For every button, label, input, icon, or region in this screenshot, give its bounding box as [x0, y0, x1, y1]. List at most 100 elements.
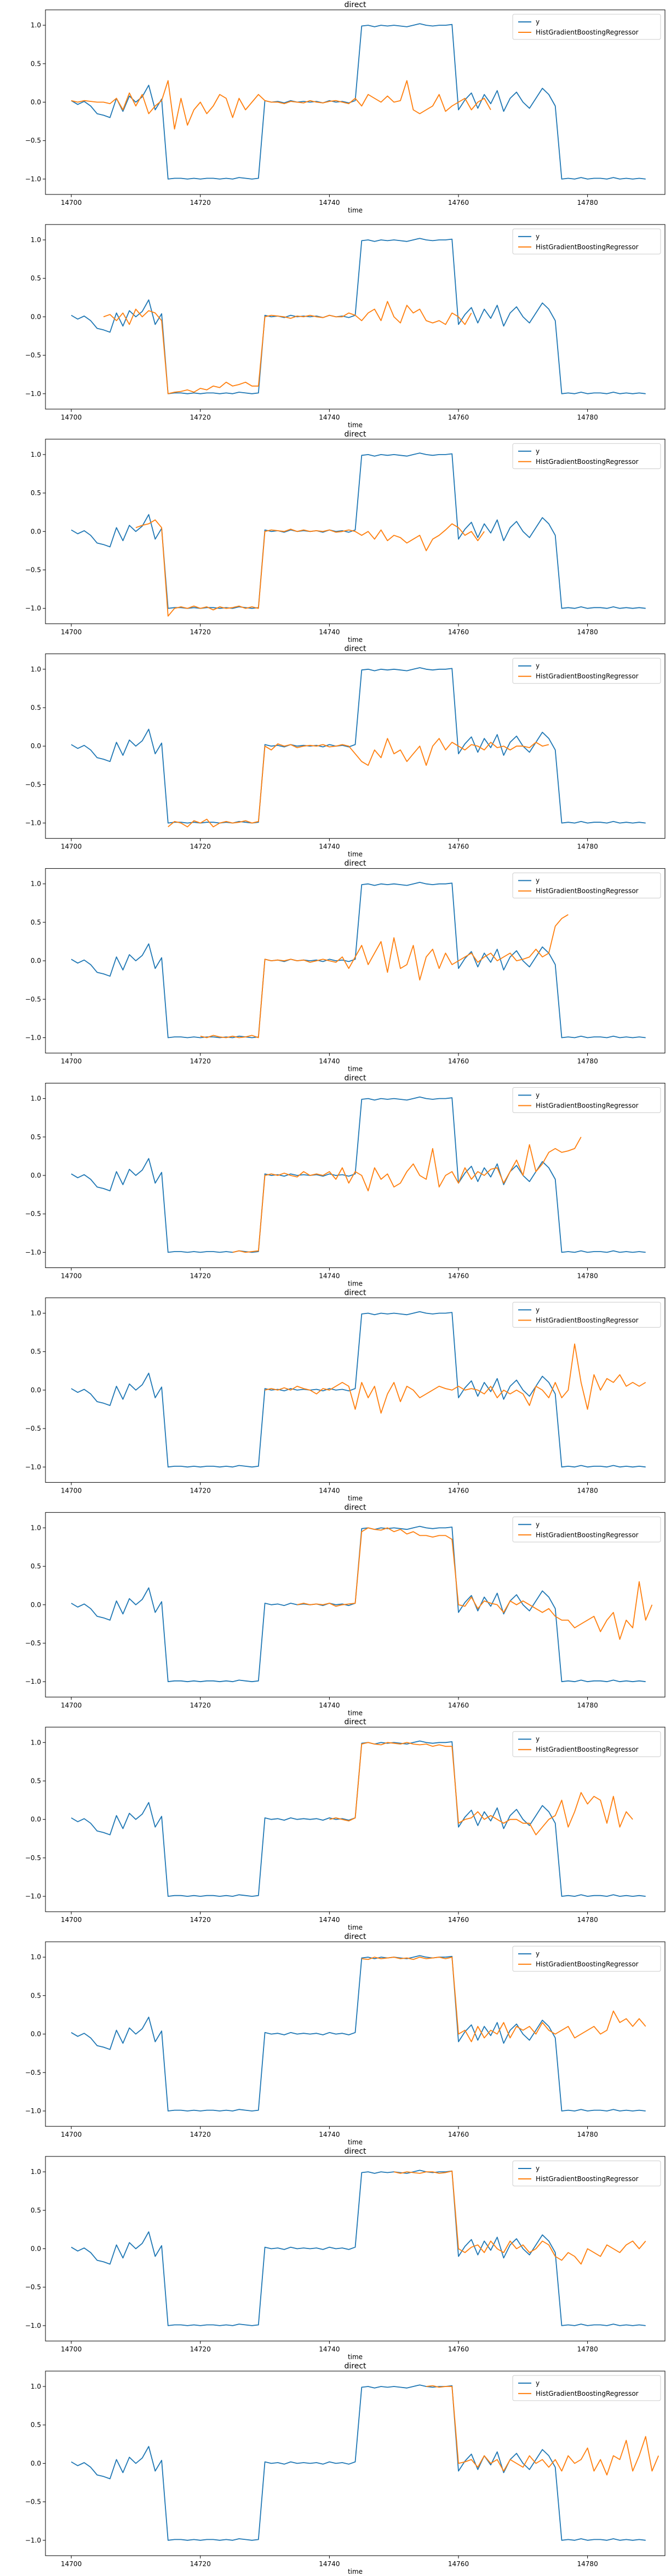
y-tick-label: 1.0 [31, 1524, 41, 1531]
x-tick-label: 14720 [190, 414, 211, 421]
x-tick-label: 14720 [190, 2560, 211, 2568]
y-tick-label: 0.0 [31, 527, 41, 535]
legend-label: y [536, 1521, 540, 1528]
legend-label: HistGradientBoostingRegressor [536, 1960, 639, 1968]
legend-label: y [536, 877, 540, 885]
plot-frame [45, 1512, 666, 1697]
y-tick-label: −1.0 [25, 175, 41, 183]
y-tick-label: 0.5 [31, 1133, 41, 1141]
x-tick-label: 14760 [448, 1058, 469, 1065]
series-line-histgradientboostingregressor [362, 1957, 646, 2043]
series-line-histgradientboostingregressor [200, 914, 569, 1039]
y-tick-label: 0.0 [31, 2459, 41, 2467]
x-tick-label: 14720 [190, 628, 211, 636]
y-tick-label: 0.0 [31, 957, 41, 965]
legend-label: y [536, 1092, 540, 1099]
plot-frame [45, 439, 666, 624]
x-axis-label: time [348, 1494, 363, 1502]
series-line-y [71, 1525, 646, 1683]
y-tick-label: −0.5 [25, 2498, 41, 2506]
y-tick-label: 1.0 [31, 1739, 41, 1746]
x-tick-label: 14700 [61, 628, 82, 636]
chart-panel-11: direct 1.0 0.5 0.0 −0.5 −1.0 14700 14720 14740 14… [25, 2147, 666, 2361]
x-axis-label: time [348, 206, 363, 214]
legend-box [512, 1087, 661, 1113]
legend-label: HistGradientBoostingRegressor [536, 2175, 639, 2183]
y-tick-label: 1.0 [31, 665, 41, 673]
legend-box [512, 2160, 661, 2187]
y-tick-label: −1.0 [25, 605, 41, 612]
y-tick-label: −0.5 [25, 137, 41, 145]
y-tick-label: 1.0 [31, 2383, 41, 2390]
y-tick-label: 1.0 [31, 21, 41, 29]
legend-label: y [536, 2379, 540, 2387]
legend-box [512, 658, 661, 684]
x-tick-label: 14700 [61, 1916, 82, 1924]
x-axis-label: time [348, 421, 363, 429]
legend: y HistGradientBoostingRegressor [512, 1731, 661, 1757]
x-tick-label: 14740 [319, 1487, 340, 1494]
y-tick-label: 0.0 [31, 1172, 41, 1179]
y-tick-label: 0.5 [31, 1563, 41, 1570]
y-tick-label: 1.0 [31, 451, 41, 458]
plot-frame [45, 653, 666, 839]
legend: y HistGradientBoostingRegressor [512, 2160, 661, 2187]
y-tick-label: 0.5 [31, 489, 41, 497]
x-tick-label: 14700 [61, 1058, 82, 1065]
legend-box [512, 1516, 661, 1542]
x-tick-label: 14700 [61, 414, 82, 421]
x-tick-label: 14760 [448, 843, 469, 851]
chart-panel-10: direct 1.0 0.5 0.0 −0.5 −1.0 14700 14720 14740 14… [25, 1932, 666, 2146]
y-tick-label: −1.0 [25, 2537, 41, 2544]
series-line-y [71, 882, 646, 1039]
plot-frame [45, 224, 666, 410]
legend: y HistGradientBoostingRegressor [512, 658, 661, 684]
series-line-histgradientboostingregressor [329, 1742, 633, 1835]
x-tick-label: 14760 [448, 414, 469, 421]
series-line-y [71, 1955, 646, 2112]
x-tick-label: 14700 [61, 843, 82, 851]
x-tick-label: 14740 [319, 2345, 340, 2353]
chart-panel-9: direct 1.0 0.5 0.0 −0.5 −1.0 14700 14720 14740 14… [25, 1718, 666, 1931]
x-tick-label: 14740 [319, 2560, 340, 2568]
series-line-y [71, 452, 646, 609]
x-tick-label: 14700 [61, 199, 82, 206]
x-tick-label: 14760 [448, 1272, 469, 1280]
y-tick-label: 1.0 [31, 2168, 41, 2176]
series-line-histgradientboostingregressor [103, 301, 472, 394]
series-line-y [71, 23, 646, 180]
x-tick-label: 14760 [448, 1916, 469, 1924]
chart-title: direct [344, 2147, 366, 2156]
y-tick-label: 0.0 [31, 1816, 41, 1823]
legend: y HistGradientBoostingRegressor [512, 873, 661, 899]
y-tick-label: 0.0 [31, 99, 41, 106]
plot-frame [45, 868, 666, 1054]
legend-label: HistGradientBoostingRegressor [536, 1102, 639, 1110]
x-tick-label: 14780 [577, 2345, 598, 2353]
y-tick-label: 0.5 [31, 1348, 41, 1356]
y-tick-label: −0.5 [25, 1639, 41, 1647]
x-tick-label: 14780 [577, 1058, 598, 1065]
y-tick-label: −0.5 [25, 2284, 41, 2291]
series-line-y [71, 667, 646, 824]
x-tick-label: 14740 [319, 1272, 340, 1280]
x-tick-label: 14700 [61, 1272, 82, 1280]
chart-panel-4: direct 1.0 0.5 0.0 −0.5 −1.0 14700 14720 14740 14… [25, 645, 666, 858]
chart-title: direct [344, 430, 366, 439]
y-tick-label: −1.0 [25, 1248, 41, 1256]
x-tick-label: 14780 [577, 414, 598, 421]
plot-frame [45, 1726, 666, 1912]
series-line-y [71, 1740, 646, 1897]
x-tick-label: 14780 [577, 2560, 598, 2568]
y-tick-label: 0.5 [31, 1777, 41, 1785]
chart-panel-7: direct 1.0 0.5 0.0 −0.5 −1.0 14700 14720 14740 14… [25, 1288, 666, 1502]
chart-title: direct [344, 1932, 366, 1941]
x-tick-label: 14780 [577, 1701, 598, 1709]
x-tick-label: 14720 [190, 1058, 211, 1065]
chart-panel-5: direct 1.0 0.5 0.0 −0.5 −1.0 14700 14720 14740 14… [25, 859, 666, 1073]
y-tick-label: −0.5 [25, 995, 41, 1003]
legend-box [512, 228, 661, 255]
x-tick-label: 14760 [448, 2345, 469, 2353]
y-tick-label: 0.0 [31, 313, 41, 320]
